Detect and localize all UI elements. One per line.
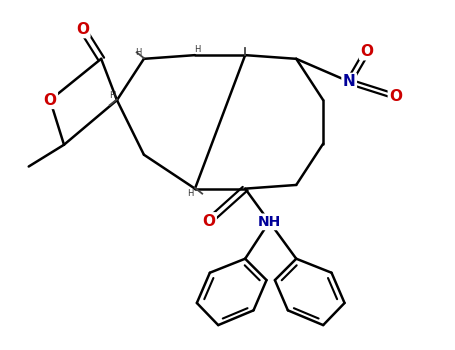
Text: O: O <box>202 214 215 229</box>
Text: N: N <box>343 74 355 89</box>
Text: O: O <box>360 44 374 59</box>
Text: H: H <box>194 45 201 54</box>
Text: H: H <box>135 48 142 57</box>
Text: H: H <box>109 91 116 100</box>
Text: O: O <box>44 93 56 108</box>
Text: H: H <box>187 189 193 197</box>
Text: O: O <box>389 89 402 104</box>
Text: O: O <box>76 22 89 37</box>
Text: NH: NH <box>258 215 281 229</box>
